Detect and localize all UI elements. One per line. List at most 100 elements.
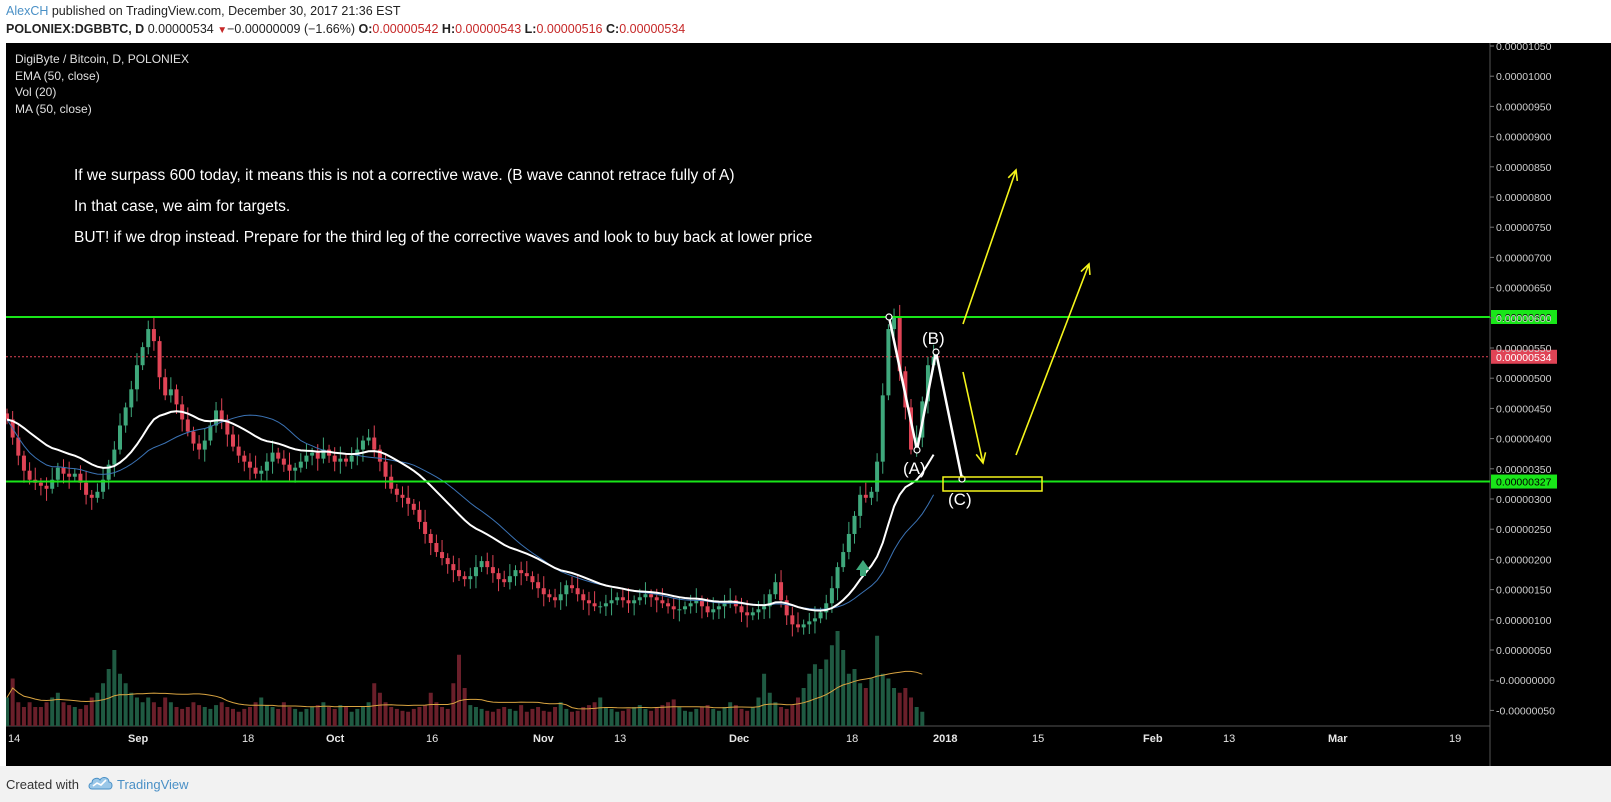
- author-link[interactable]: AlexCH: [6, 4, 49, 18]
- candle-body: [818, 612, 823, 619]
- up-arrow-marker-icon: [856, 560, 870, 576]
- candle-body: [801, 624, 806, 628]
- candle-body: [406, 497, 411, 504]
- candle-body: [423, 521, 428, 534]
- wave-point[interactable]: [913, 446, 921, 454]
- buy-zone-box[interactable]: [942, 476, 1043, 492]
- volume-bar: [101, 683, 106, 726]
- candle-body: [886, 329, 891, 396]
- wave-label: (A): [903, 459, 926, 478]
- volume-bar: [44, 702, 49, 726]
- price-axis[interactable]: 0.00001050 0.00001000 0.00000950 0.00000900…: [1490, 43, 1555, 717]
- volume-bar: [683, 710, 687, 726]
- volume-bar: [349, 711, 354, 726]
- volume-bar: [909, 697, 913, 726]
- candle-body: [134, 365, 139, 390]
- candle-body: [174, 389, 179, 405]
- volume-bar: [875, 635, 880, 726]
- candle-body: [502, 579, 507, 583]
- volume-bar: [327, 707, 332, 726]
- volume-bar: [711, 708, 716, 726]
- volume-bar: [451, 683, 456, 726]
- volume-bar: [615, 711, 620, 726]
- time-axis[interactable]: 14 Sep 18 Oct 16 Nov 13 Dec 18 2018 15 Feb 13 Mar 19: [8, 733, 1461, 745]
- chart-area[interactable]: 0.00000600 0.00000327 0.00000534 0.0000105…: [6, 43, 1611, 766]
- volume-bar: [801, 688, 806, 726]
- horizontal-levels: 0.00000600 0.00000327 0.00000534: [6, 310, 1557, 489]
- candle-body: [784, 600, 789, 616]
- volume-bar: [84, 705, 89, 726]
- volume-bar: [479, 708, 484, 726]
- volume-bar: [106, 669, 111, 726]
- candle-body: [270, 452, 275, 462]
- candle-body: [61, 467, 66, 474]
- volume-bar: [225, 707, 230, 726]
- candle-body: [400, 494, 405, 498]
- projection-arrow[interactable]: [962, 169, 1017, 325]
- volume-bar: [253, 702, 258, 726]
- volume-bar: [536, 707, 541, 726]
- price-tick-label: 0.00000100: [1496, 615, 1552, 627]
- price-tick-label: 0.00000800: [1496, 192, 1552, 204]
- indicator-lines: [6, 410, 935, 710]
- volume-bar: [637, 705, 642, 726]
- candle-body: [50, 479, 55, 489]
- volume-bar: [660, 705, 665, 726]
- volume-bar: [163, 697, 168, 726]
- candle-body: [89, 494, 94, 498]
- candle-body: [671, 606, 676, 610]
- price-tick-label: -0.00000000: [1496, 675, 1555, 687]
- volume-bar: [869, 678, 874, 726]
- candle-body: [168, 389, 173, 396]
- projection-arrow[interactable]: [1015, 263, 1090, 456]
- elliott-wave-path[interactable]: [887, 316, 964, 480]
- time-tick-label: 19: [1449, 733, 1461, 745]
- price-tick-label: 0.00000350: [1496, 464, 1552, 476]
- last-price-tag: [1491, 349, 1557, 364]
- candle-body: [745, 612, 750, 616]
- candle-body: [513, 570, 518, 577]
- candle-body: [547, 594, 552, 598]
- volume-bar: [603, 707, 608, 726]
- candle-body: [355, 449, 360, 456]
- volume-bar: [575, 710, 580, 726]
- chart-canvas[interactable]: 0.00000600 0.00000327 0.00000534 0.0000105…: [6, 43, 1611, 766]
- price-tick-label: 0.00000900: [1496, 132, 1552, 144]
- candle-body: [812, 618, 817, 622]
- candle-body: [643, 594, 648, 598]
- candle-body: [55, 467, 60, 480]
- candle-body: [620, 597, 625, 601]
- volume-bar: [558, 702, 563, 726]
- volume-bar: [852, 669, 857, 726]
- candle-body: [841, 552, 846, 568]
- time-tick-label: Mar: [1328, 733, 1348, 745]
- price-tick-label: -0.00000050: [1496, 705, 1555, 717]
- ema-line: [6, 410, 935, 612]
- wave-point[interactable]: [885, 313, 893, 321]
- symbol-label: POLONIEX:DGBBTC, D: [6, 22, 145, 36]
- time-tick-label: Sep: [128, 733, 148, 745]
- candle-body: [293, 467, 298, 471]
- tradingview-link[interactable]: TradingView: [117, 777, 189, 792]
- last-price-label: 0.00000534: [1496, 352, 1552, 364]
- volume-bar: [174, 707, 179, 726]
- candle-body: [852, 515, 857, 534]
- wave-point[interactable]: [932, 348, 940, 356]
- volume-bar: [191, 702, 196, 726]
- candle-body: [541, 588, 546, 595]
- price-tick-label: 0.00000550: [1496, 343, 1552, 355]
- candle-body: [140, 347, 145, 366]
- volume-bar: [920, 711, 925, 726]
- candle-body: [796, 624, 800, 628]
- volume-bar: [118, 673, 122, 726]
- candle-body: [739, 606, 744, 613]
- volume-bar: [750, 707, 755, 726]
- volume-bar: [609, 708, 614, 726]
- created-with-text: Created with: [6, 777, 79, 792]
- candle-body: [688, 603, 693, 607]
- volume-bar: [553, 707, 558, 726]
- candle-body: [536, 582, 541, 589]
- candle-body: [479, 561, 484, 568]
- projection-arrow[interactable]: [962, 371, 984, 464]
- volume-bar: [428, 692, 433, 726]
